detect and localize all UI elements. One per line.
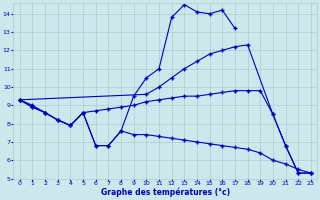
X-axis label: Graphe des températures (°c): Graphe des températures (°c) <box>101 188 230 197</box>
